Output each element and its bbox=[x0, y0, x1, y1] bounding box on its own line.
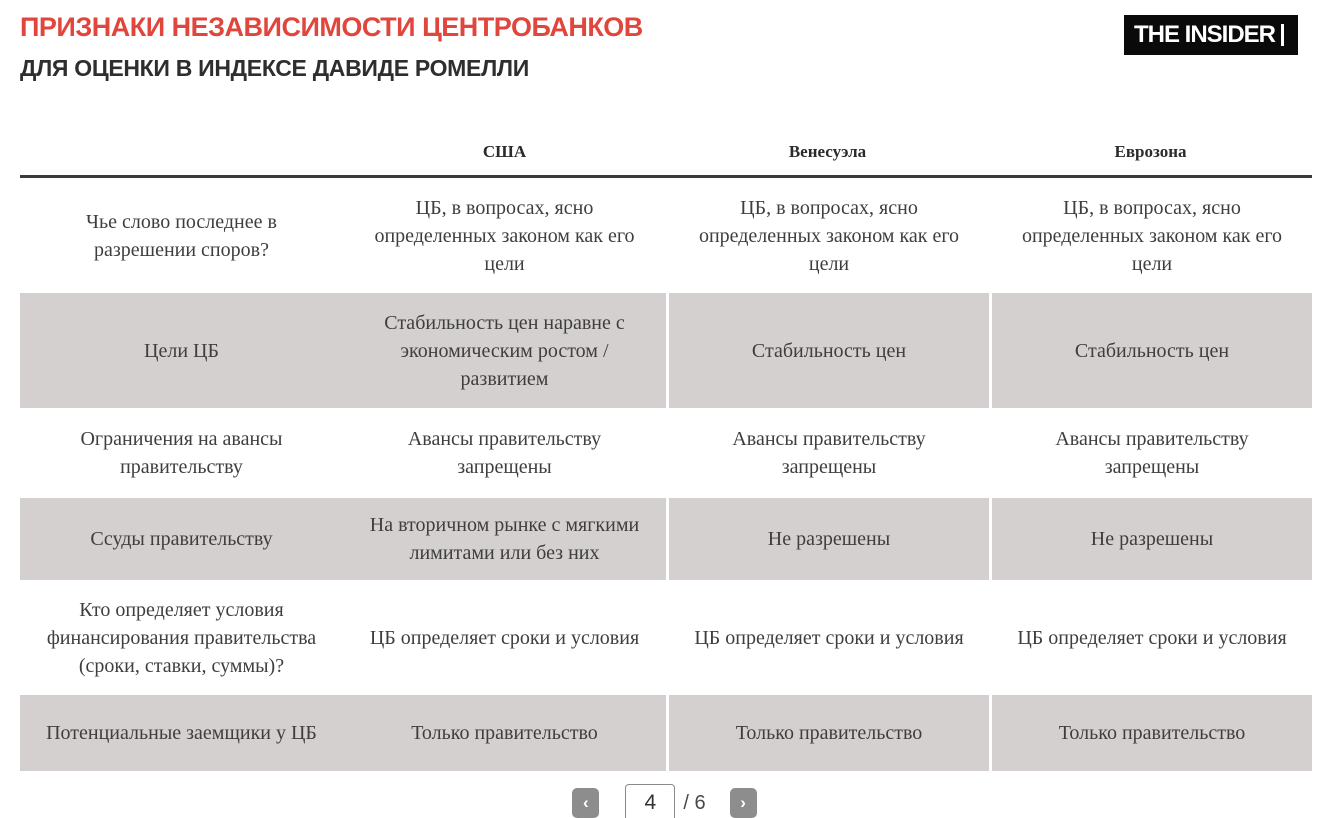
page-subtitle: ДЛЯ ОЦЕНКИ В ИНДЕКСЕ ДАВИДЕ РОМЕЛЛИ bbox=[20, 55, 529, 81]
table-row: Чье слово последнее в разрешении споров?… bbox=[20, 178, 1312, 293]
table-cell: Только правительство bbox=[343, 695, 666, 771]
table-cell: ЦБ, в вопросах, ясно определенных законо… bbox=[666, 178, 989, 293]
table-cell: ЦБ, в вопросах, ясно определенных законо… bbox=[989, 178, 1312, 293]
chevron-left-icon: ‹ bbox=[583, 792, 589, 812]
row-label: Кто определяет условия финансирования пр… bbox=[46, 598, 317, 677]
table-row: Ограничения на авансы правительству Аван… bbox=[20, 408, 1312, 498]
next-page-button[interactable]: › bbox=[729, 788, 757, 818]
table-cell: ЦБ, в вопросах, ясно определенных законо… bbox=[374, 196, 635, 275]
central-bank-comparison-table: США Венесуэла Еврозона Чье слово последн… bbox=[20, 134, 1312, 771]
row-label: Чье слово последнее в разрешении споров? bbox=[86, 210, 277, 261]
column-header-row: США Венесуэла Еврозона bbox=[20, 134, 1312, 178]
column-header-usa: США bbox=[343, 134, 666, 178]
table-row: Потенциальные заемщики у ЦБ Только прави… bbox=[20, 695, 1312, 771]
row-label: Ссуды правительству bbox=[20, 498, 343, 580]
table-cell: Стабильность цен наравне с экономическим… bbox=[343, 293, 666, 408]
table-cell: Не разрешены bbox=[666, 498, 989, 580]
table-cell: Стабильность цен bbox=[666, 293, 989, 408]
row-label-header bbox=[20, 134, 343, 178]
table-cell: ЦБ определяет сроки и условия bbox=[989, 580, 1312, 695]
page-title: ПРИЗНАКИ НЕЗАВИСИМОСТИ ЦЕНТРОБАНКОВ bbox=[20, 12, 643, 42]
the-insider-logo: THE INSIDER bbox=[1123, 15, 1298, 55]
table-cell: ЦБ определяет сроки и условия bbox=[369, 626, 640, 649]
row-label: Потенциальные заемщики у ЦБ bbox=[20, 695, 343, 771]
row-label: Ограничения на авансы правительству bbox=[80, 428, 283, 478]
table-cell: Стабильность цен bbox=[989, 293, 1312, 408]
prev-page-button[interactable]: ‹ bbox=[572, 788, 600, 818]
table-row: Кто определяет условия финансирования пр… bbox=[20, 580, 1312, 695]
header: ПРИЗНАКИ НЕЗАВИСИМОСТИ ЦЕНТРОБАНКОВ ДЛЯ … bbox=[20, 12, 1309, 108]
table-row: Ссуды правительству На вторичном рынке с… bbox=[20, 498, 1312, 580]
logo-cursor-bar-icon bbox=[1281, 24, 1284, 46]
column-header-eurozone: Еврозона bbox=[989, 134, 1312, 178]
pagination: ‹ / 6 › bbox=[20, 784, 1309, 818]
table-cell: Авансы правительству запрещены bbox=[407, 428, 602, 478]
table-cell: Только правительство bbox=[666, 695, 989, 771]
page-number-input[interactable] bbox=[625, 784, 676, 818]
row-label: Цели ЦБ bbox=[20, 293, 343, 408]
chevron-right-icon: › bbox=[740, 792, 746, 812]
table-cell: На вторичном рынке с мягкими лимитами ил… bbox=[343, 498, 666, 580]
table-row: Цели ЦБ Стабильность цен наравне с эконо… bbox=[20, 293, 1312, 408]
table-cell: Авансы правительству запрещены bbox=[666, 408, 989, 498]
table-cell: Авансы правительству запрещены bbox=[989, 408, 1312, 498]
table-cell: Не разрешены bbox=[989, 498, 1312, 580]
column-header-venezuela: Венесуэла bbox=[666, 134, 989, 178]
table-cell: Только правительство bbox=[989, 695, 1312, 771]
logo-text: THE INSIDER bbox=[1133, 21, 1276, 48]
page-total-label: / 6 bbox=[683, 791, 706, 814]
table-cell: ЦБ определяет сроки и условия bbox=[666, 580, 989, 695]
